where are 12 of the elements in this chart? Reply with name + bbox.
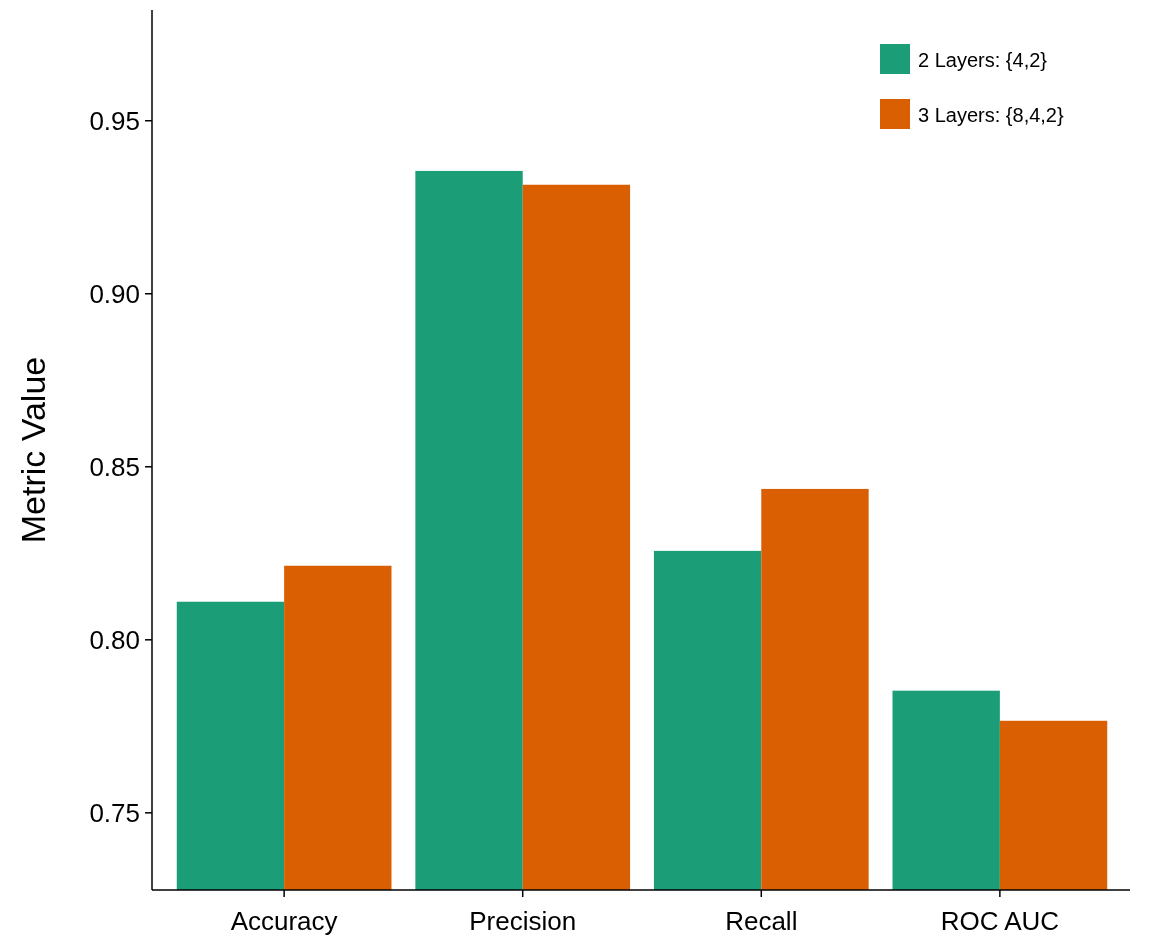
x-tick-label: Precision — [469, 906, 577, 936]
y-tick-label: 0.75 — [89, 797, 140, 828]
x-tick-label: Accuracy — [230, 906, 338, 936]
legend-label: 3 Layers: {8,4,2} — [918, 103, 1064, 126]
y-tick-label: 0.85 — [89, 451, 140, 482]
y-tick-label: 0.80 — [89, 624, 140, 655]
y-axis-title: Metric Value — [14, 356, 52, 544]
legend-label: 2 Layers: {4,2} — [918, 48, 1048, 71]
y-tick-label: 0.90 — [89, 278, 140, 309]
x-tick-label: ROC AUC — [940, 906, 1060, 936]
x-tick-label: Recall — [725, 906, 798, 936]
y-tick-label: 0.95 — [89, 105, 140, 136]
